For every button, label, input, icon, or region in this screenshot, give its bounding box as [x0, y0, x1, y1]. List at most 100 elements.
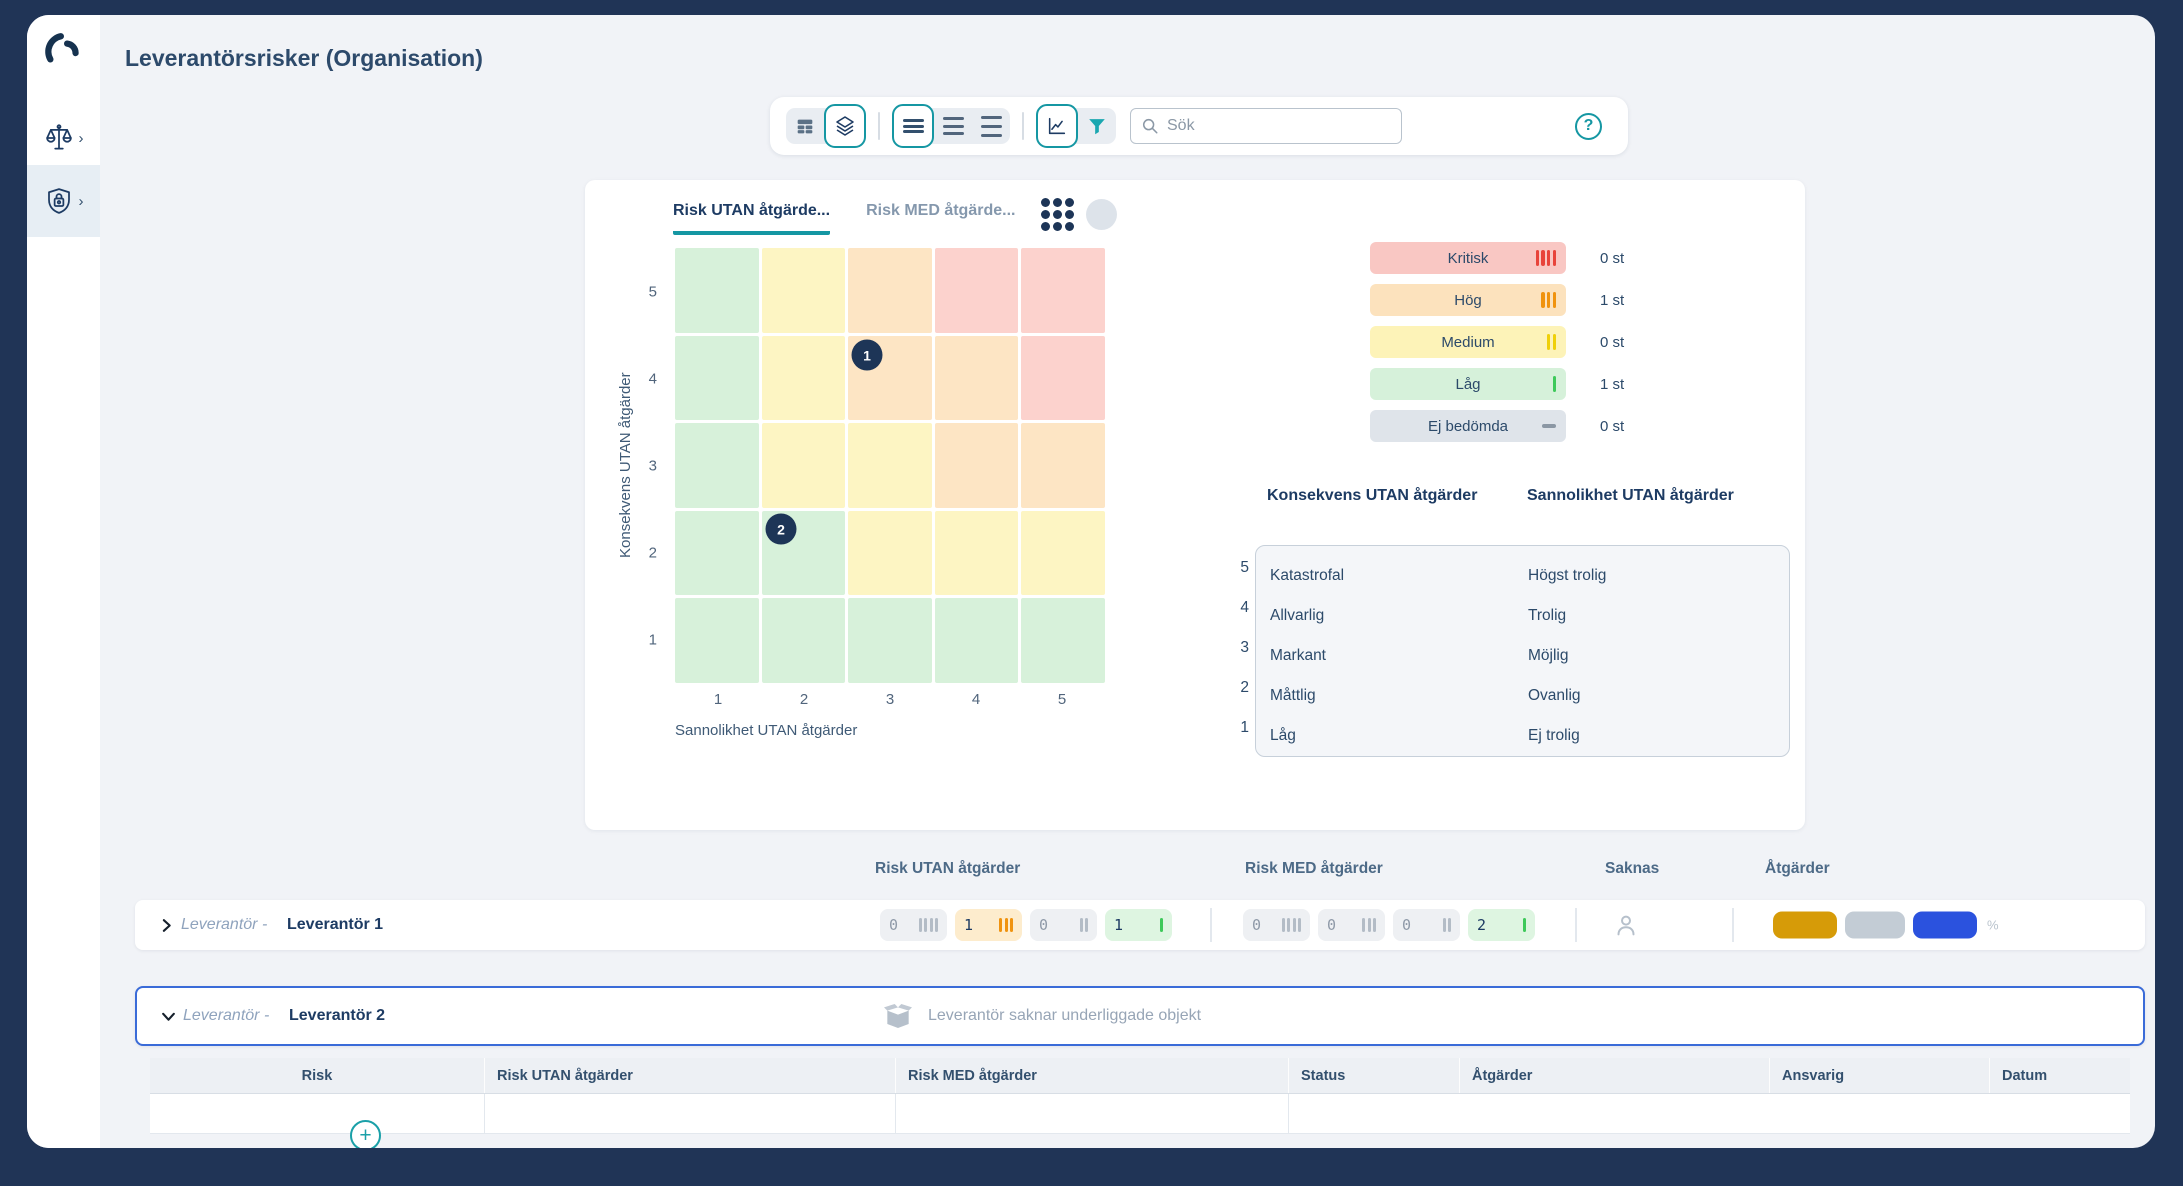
risk-count-badge-high: 1	[955, 909, 1022, 941]
search-input[interactable]	[1167, 117, 1391, 135]
bar	[935, 918, 938, 932]
legend-label: Ej bedömda	[1427, 417, 1509, 435]
legend-label: Låg	[1455, 375, 1481, 393]
matrix-cell-medium	[934, 510, 1019, 596]
detail-header-5[interactable]: Ansvarig	[1770, 1058, 1990, 1093]
matrix-grid	[675, 248, 1105, 683]
legend-chip-critical[interactable]: Kritisk	[1370, 242, 1566, 274]
scales-row-2: Måttlig Ovanlig	[1270, 676, 1789, 716]
bar	[924, 918, 927, 932]
layers-view-button[interactable]	[824, 104, 866, 148]
bar	[1442, 918, 1446, 932]
sidebar-item-risks[interactable]: ›	[27, 111, 100, 165]
avatar[interactable]	[1086, 199, 1118, 230]
detail-header-6[interactable]: Datum	[2002, 1067, 2048, 1084]
search-icon	[1141, 117, 1159, 135]
severity-bars-icon	[1362, 918, 1376, 932]
sidebar-item-security-active[interactable]: ›	[27, 165, 100, 237]
x-axis-label: Sannolikhet UTAN åtgärder	[675, 722, 858, 739]
chart-filter-group	[1036, 104, 1116, 148]
risk-marker-2[interactable]: 2	[765, 513, 797, 545]
density-compact-button[interactable]	[892, 104, 934, 148]
actions-pill-blue[interactable]	[1913, 911, 1977, 939]
legend-chip-high[interactable]: Hög	[1370, 284, 1566, 316]
bar	[1547, 250, 1551, 266]
bar	[1298, 918, 1301, 932]
scales-row-3: Markant Möjlig	[1270, 636, 1789, 676]
severity-bars-icon	[1552, 376, 1556, 392]
risk-detail-table: Risk Risk UTAN åtgärder Risk MED åtgärder S…	[150, 1058, 2130, 1134]
search-box	[1130, 108, 1402, 144]
scales-icon	[44, 123, 74, 153]
detail-header-3[interactable]: Status	[1289, 1058, 1460, 1093]
severity-bars-icon	[1442, 918, 1451, 932]
table-view-button[interactable]	[786, 108, 824, 144]
bar	[1085, 918, 1088, 932]
add-risk-button[interactable]: +	[350, 1120, 381, 1148]
bar	[1373, 918, 1376, 932]
density-medium-button[interactable]	[934, 108, 972, 144]
legend-chip-medium[interactable]: Medium	[1370, 326, 1566, 358]
open-box-icon	[882, 1000, 914, 1032]
matrix-cell-medium	[761, 423, 846, 508]
density-group	[892, 104, 1010, 148]
sidebar: › ›	[27, 15, 100, 1148]
y-tick: 5	[648, 283, 657, 300]
collapse-row-button[interactable]	[155, 1003, 181, 1029]
row-divider	[1575, 908, 1577, 942]
density-loose-button[interactable]	[972, 108, 1010, 144]
scale-number: 5	[1240, 559, 1249, 576]
bar	[1281, 918, 1285, 932]
detail-table-header: Risk Risk UTAN åtgärder Risk MED åtgärder S…	[150, 1058, 2130, 1094]
col-atgarder: Åtgärder	[1765, 860, 1830, 877]
likelihood-value: Högst trolig	[1528, 567, 1607, 584]
shield-lock-icon	[44, 186, 74, 216]
help-button[interactable]: ?	[1575, 112, 1602, 140]
tab-risk-med-atgarder[interactable]: Risk MED åtgärde...	[866, 202, 1016, 219]
matrix-cell-medium	[761, 335, 846, 421]
grid-menu-icon[interactable]	[1041, 198, 1075, 231]
legend-chip-none[interactable]: Ej bedömda	[1370, 410, 1566, 442]
matrix-cell-medium	[848, 510, 932, 596]
actions-pill-gray[interactable]	[1845, 911, 1905, 939]
detail-header-4[interactable]: Åtgärder	[1460, 1058, 1770, 1093]
x-tick: 4	[971, 691, 981, 708]
app-logo-icon[interactable]	[43, 31, 85, 73]
detail-header-0[interactable]: Risk	[150, 1058, 485, 1093]
table-icon	[794, 115, 816, 137]
toolbar-divider	[878, 112, 880, 140]
actions-pill-gold[interactable]	[1773, 911, 1837, 939]
chevron-down-icon	[161, 1012, 175, 1021]
badge-value: 0	[1039, 916, 1049, 934]
legend-chip-low[interactable]: Låg	[1370, 368, 1566, 400]
supplier-row-leverantor-2[interactable]: Leverantör - Leverantör 2 Leverantör sak…	[135, 986, 2145, 1046]
chevron-right-icon	[162, 918, 171, 932]
consequence-scale-header: Konsekvens UTAN åtgärder	[1267, 487, 1478, 504]
supplier-row-leverantor-1[interactable]: Leverantör - Leverantör 1 0 1 0 1 0 0 0 2 %	[135, 900, 2145, 950]
chart-view-button[interactable]	[1036, 104, 1078, 148]
risk-marker-1[interactable]: 1	[851, 339, 883, 371]
filter-button[interactable]	[1078, 108, 1116, 144]
risk-count-badge-critical: 0	[880, 909, 947, 941]
detail-header-1[interactable]: Risk UTAN åtgärder	[485, 1058, 896, 1093]
legend-row-none: Ej bedömda 0 st	[1370, 410, 1650, 442]
matrix-cell-critical	[934, 248, 1019, 333]
matrix-cell-high	[1021, 423, 1105, 508]
scales-table: Katastrofal Högst trolig Allvarlig Trolig Ma…	[1255, 545, 1790, 757]
badge-value: 1	[964, 916, 974, 934]
matrix-cell-medium	[848, 423, 932, 508]
x-tick: 5	[1057, 691, 1067, 708]
consequence-value: Låg	[1270, 727, 1296, 744]
tab-risk-utan-atgarder[interactable]: Risk UTAN åtgärde...	[673, 202, 831, 235]
detail-header-2[interactable]: Risk MED åtgärder	[896, 1058, 1289, 1093]
legend-count: 1 st	[1600, 375, 1625, 393]
matrix-cell-low	[675, 335, 759, 421]
matrix-cell-critical	[1021, 248, 1105, 333]
consequence-value: Allvarlig	[1270, 607, 1325, 624]
consequence-value: Måttlig	[1270, 687, 1316, 704]
risk-count-badge-medium: 0	[1030, 909, 1097, 941]
bar	[1448, 918, 1451, 932]
likelihood-value: Möjlig	[1528, 647, 1569, 664]
expand-row-button[interactable]	[153, 912, 179, 938]
